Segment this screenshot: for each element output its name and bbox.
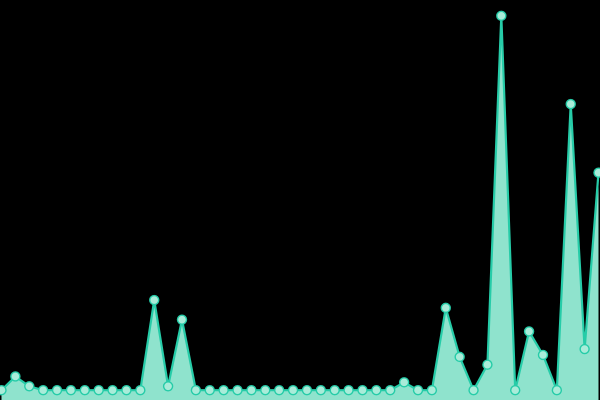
data-point-marker <box>10 371 21 382</box>
data-point-marker <box>496 10 507 22</box>
data-point-marker <box>510 385 521 396</box>
data-point-marker <box>329 385 340 396</box>
data-point-marker <box>454 351 465 363</box>
data-point-marker <box>468 385 479 396</box>
data-point-marker <box>412 385 424 396</box>
data-point-marker <box>579 343 590 355</box>
data-point-marker <box>176 314 188 325</box>
data-point-marker <box>51 385 63 396</box>
data-point-marker <box>149 294 160 306</box>
data-point-marker <box>204 385 215 396</box>
data-point-marker <box>593 167 600 178</box>
data-point-marker <box>37 385 49 396</box>
data-point-marker <box>65 385 77 396</box>
data-point-marker <box>343 385 354 396</box>
data-point-marker <box>107 385 118 396</box>
data-point-marker <box>246 385 257 396</box>
data-point-marker <box>371 385 382 396</box>
data-point-marker <box>315 385 327 396</box>
data-point-marker <box>190 385 202 396</box>
data-point-marker <box>93 385 104 396</box>
data-point-marker <box>135 385 146 396</box>
data-point-marker <box>537 349 549 361</box>
data-point-marker <box>0 385 7 396</box>
data-point-marker <box>440 302 451 314</box>
data-point-marker <box>260 385 271 396</box>
data-point-marker <box>287 385 299 396</box>
data-point-marker <box>79 385 91 396</box>
data-point-marker <box>162 381 174 392</box>
data-point-markers <box>0 10 600 396</box>
data-point-marker <box>357 385 368 396</box>
data-point-marker <box>551 385 563 396</box>
data-point-marker <box>232 385 243 396</box>
data-point-marker <box>24 381 35 392</box>
data-point-marker <box>385 385 396 396</box>
data-point-marker <box>426 385 438 396</box>
data-point-marker <box>218 385 229 396</box>
data-point-marker <box>398 377 410 388</box>
area-fill-path <box>1 15 599 400</box>
data-point-marker <box>482 359 493 370</box>
data-point-marker <box>121 385 132 396</box>
data-point-marker <box>273 385 285 396</box>
data-point-marker <box>565 98 576 110</box>
data-point-marker <box>301 385 313 396</box>
data-point-marker <box>523 326 535 337</box>
